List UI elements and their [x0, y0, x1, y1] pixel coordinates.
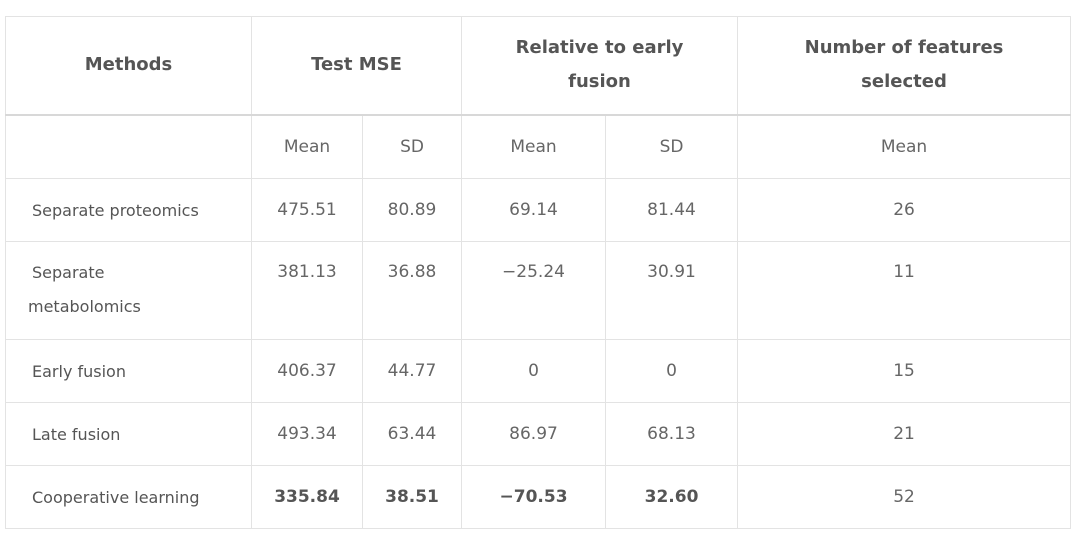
- method-cell: Separate proteomics: [5, 178, 252, 242]
- rel-sd-cell: 0: [605, 339, 739, 403]
- table-row: Early fusion 406.37 44.77 0 0 15: [5, 339, 1072, 403]
- subheader-mse-mean: Mean: [251, 114, 363, 179]
- features-cell: 26: [737, 178, 1072, 242]
- rel-mean-cell: −25.24: [461, 241, 607, 340]
- table-row: Separate metabolomics 381.13 36.88 −25.2…: [5, 241, 1072, 340]
- header-features-line2: selected: [861, 71, 947, 93]
- header-methods: Methods: [5, 16, 252, 116]
- method-cell: Late fusion: [5, 402, 252, 466]
- features-cell: 15: [737, 339, 1072, 403]
- header-test-mse: Test MSE: [250, 16, 463, 116]
- subheader-rel-sd: SD: [605, 114, 739, 179]
- method-line1: Separate: [32, 263, 105, 282]
- table-row: Separate proteomics 475.51 80.89 69.14 8…: [5, 178, 1072, 242]
- mse-sd-cell: 80.89: [361, 178, 463, 242]
- rel-sd-cell: 81.44: [605, 178, 739, 242]
- header-features-line1: Number of features: [804, 37, 1004, 59]
- header-number-of-features: Number of features selected: [737, 16, 1072, 116]
- subheader-feat-mean: Mean: [737, 114, 1072, 179]
- subheader-empty: [5, 114, 252, 179]
- method-cell: Cooperative learning: [5, 465, 252, 529]
- rel-mean-cell: 86.97: [461, 402, 607, 466]
- mse-mean-cell: 335.84: [251, 465, 363, 529]
- mse-sd-cell: 63.44: [361, 402, 463, 466]
- method-cell: Separate metabolomics: [5, 241, 252, 340]
- mse-mean-cell: 493.34: [251, 402, 363, 466]
- method-line2: metabolomics: [28, 297, 141, 316]
- rel-sd-cell: 68.13: [605, 402, 739, 466]
- rel-mean-cell: −70.53: [461, 465, 607, 529]
- mse-sd-cell: 44.77: [361, 339, 463, 403]
- results-table: Methods Test MSE Relative to early fusio…: [5, 16, 1072, 529]
- header-relative-line1: Relative to early: [515, 37, 684, 59]
- header-relative-to-early-fusion: Relative to early fusion: [461, 16, 739, 116]
- header-row: Methods Test MSE Relative to early fusio…: [5, 16, 1072, 116]
- mse-mean-cell: 475.51: [251, 178, 363, 242]
- rel-sd-cell: 30.91: [605, 241, 739, 340]
- features-cell: 11: [737, 241, 1072, 340]
- table-row: Late fusion 493.34 63.44 86.97 68.13 21: [5, 402, 1072, 466]
- rel-mean-cell: 0: [461, 339, 607, 403]
- mse-sd-cell: 36.88: [361, 241, 463, 340]
- method-cell: Early fusion: [5, 339, 252, 403]
- mse-sd-cell: 38.51: [361, 465, 463, 529]
- table-row: Cooperative learning 335.84 38.51 −70.53…: [5, 465, 1072, 529]
- rel-sd-cell: 32.60: [605, 465, 739, 529]
- header-relative-line2: fusion: [568, 71, 631, 93]
- features-cell: 52: [737, 465, 1072, 529]
- mse-mean-cell: 406.37: [251, 339, 363, 403]
- subheader-row: Mean SD Mean SD Mean: [5, 114, 1072, 179]
- mse-mean-cell: 381.13: [251, 241, 363, 340]
- rel-mean-cell: 69.14: [461, 178, 607, 242]
- features-cell: 21: [737, 402, 1072, 466]
- subheader-mse-sd: SD: [361, 114, 463, 179]
- subheader-rel-mean: Mean: [461, 114, 607, 179]
